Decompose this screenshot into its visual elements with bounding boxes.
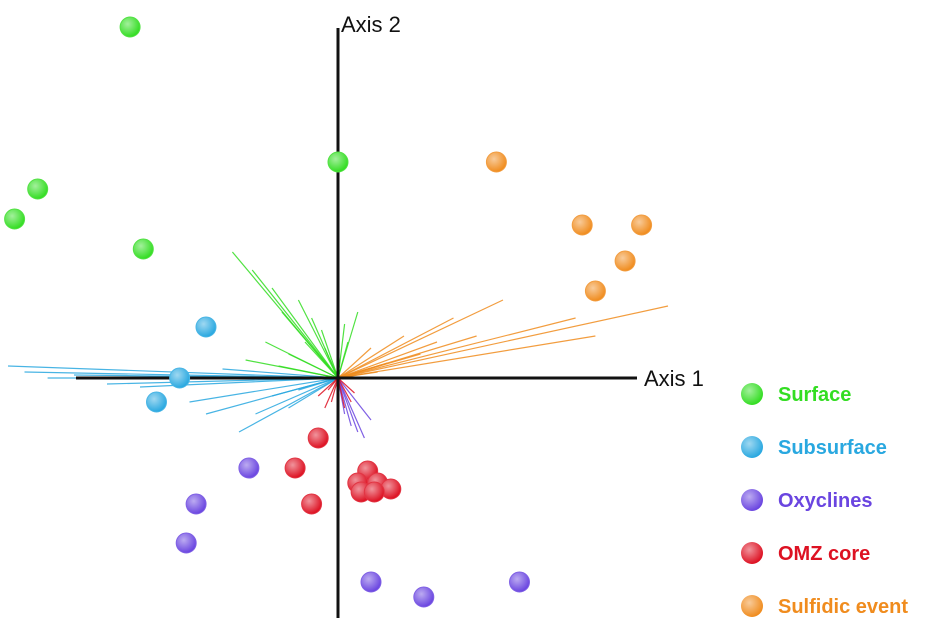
legend-label-omz-core: OMZ core	[778, 543, 870, 565]
legend-marker-sulfidic-event	[741, 595, 763, 617]
legend-label-oxyclines: Oxyclines	[778, 490, 873, 512]
surface-vector	[320, 329, 339, 379]
surface-point	[119, 16, 141, 38]
omz-core-point	[307, 427, 329, 449]
omz-core-vector	[327, 377, 339, 391]
sulfidic-event-vector	[337, 299, 504, 379]
sulfidic-event-vector	[337, 341, 438, 379]
omz-core-point	[284, 457, 306, 479]
surface-vector	[278, 365, 339, 379]
oxyclines-point	[360, 571, 382, 593]
legend-label-subsurface: Subsurface	[778, 437, 887, 459]
oxyclines-point	[238, 457, 260, 479]
legend-marker-oxyclines	[741, 489, 763, 511]
oxyclines-point	[413, 586, 435, 608]
legend: Surface Subsurface Oxyclines OMZ core Sulfid…	[741, 383, 908, 618]
subsurface-vector	[255, 377, 339, 415]
subsurface-point	[169, 367, 191, 389]
sulfidic-event-vector	[337, 362, 388, 379]
sulfidic-event-point	[485, 151, 507, 173]
legend-label-sulfidic-event: Sulfidic event	[778, 596, 908, 618]
omz-core-vector	[337, 377, 355, 394]
sulfidic-event-point	[571, 214, 593, 236]
sulfidic-event-vector	[337, 347, 372, 379]
surface-vector	[324, 347, 339, 379]
legend-label-surface: Surface	[778, 384, 851, 406]
omz-core-point	[301, 493, 323, 515]
surface-vector	[337, 341, 349, 379]
sulfidic-event-vector	[337, 305, 669, 379]
surface-point	[132, 238, 154, 260]
sulfidic-event-point	[631, 214, 653, 236]
sulfidic-event-vector	[337, 335, 405, 379]
oxyclines-point	[509, 571, 530, 593]
subsurface-point	[146, 391, 167, 413]
surface-point	[4, 208, 26, 230]
surface-vector	[271, 287, 339, 379]
omz-core-point	[363, 481, 385, 503]
subsurface-vector	[288, 377, 339, 409]
y-axis-label: Axis 2	[341, 12, 401, 37]
x-axis-label: Axis 1	[644, 366, 704, 391]
surface-point	[327, 151, 349, 173]
legend-marker-surface	[741, 383, 763, 405]
surface-vector	[304, 341, 339, 379]
legend-marker-omz-core	[741, 542, 763, 564]
sulfidic-event-point	[584, 280, 606, 302]
surface-point	[27, 178, 49, 200]
surface-vector	[297, 299, 339, 379]
sulfidic-event-point	[614, 250, 636, 272]
oxyclines-vector	[337, 377, 365, 439]
sulfidic-event-vector	[337, 335, 596, 379]
subsurface-vector	[298, 377, 339, 391]
sulfidic-event-vector	[337, 317, 454, 379]
omz-core-vector	[337, 377, 352, 403]
oxyclines-vector	[337, 377, 372, 421]
omz-core-vector	[324, 377, 339, 409]
surface-vector	[251, 269, 339, 379]
sulfidic-event-vector	[337, 317, 576, 379]
subsurface-point	[195, 316, 217, 338]
oxyclines-point	[185, 493, 207, 515]
oxyclines-vector	[337, 377, 359, 433]
oxyclines-point	[175, 532, 197, 554]
subsurface-vector	[189, 377, 339, 403]
omz-core-vector	[317, 377, 339, 397]
surface-vector	[288, 353, 339, 379]
legend-marker-subsurface	[741, 436, 763, 458]
points-layer	[4, 16, 653, 608]
subsurface-vector	[238, 377, 339, 433]
